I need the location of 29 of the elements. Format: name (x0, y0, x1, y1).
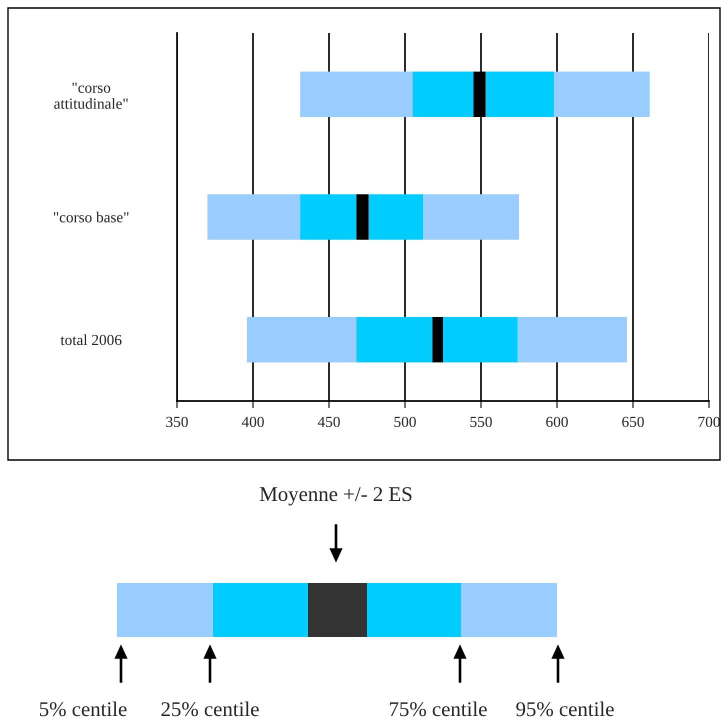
x-tick-label: 400 (242, 416, 264, 428)
bar (517, 316, 627, 362)
x-tick-label: 350 (166, 416, 188, 428)
bar (486, 72, 554, 118)
bar (443, 316, 518, 362)
text: 5% centile (40, 702, 127, 716)
bar (356, 194, 369, 240)
bar (432, 316, 443, 362)
bar (207, 194, 300, 240)
x-tick-label: 650 (622, 416, 644, 428)
bar (356, 316, 432, 362)
x-tick-label: 500 (394, 416, 416, 428)
bar (246, 316, 356, 362)
bar (300, 72, 413, 118)
text: 25% centile (161, 702, 259, 716)
bar (554, 72, 650, 118)
text: 75% centile (390, 702, 487, 716)
bar (412, 72, 474, 118)
text: Moyenne +/- 2 ES (260, 487, 412, 506)
bar (423, 194, 519, 240)
x-tick-label: 550 (470, 416, 492, 428)
y-tick-label: "corso attitudinale" (54, 82, 128, 109)
y-tick-label: "corso base" (54, 212, 128, 222)
text: 95% centile (516, 702, 614, 716)
x-tick-label: 450 (318, 416, 340, 428)
y-tick-label: total 2006 (60, 334, 122, 346)
x-tick-label: 600 (546, 416, 568, 428)
bar (300, 194, 356, 240)
bar (368, 194, 424, 240)
